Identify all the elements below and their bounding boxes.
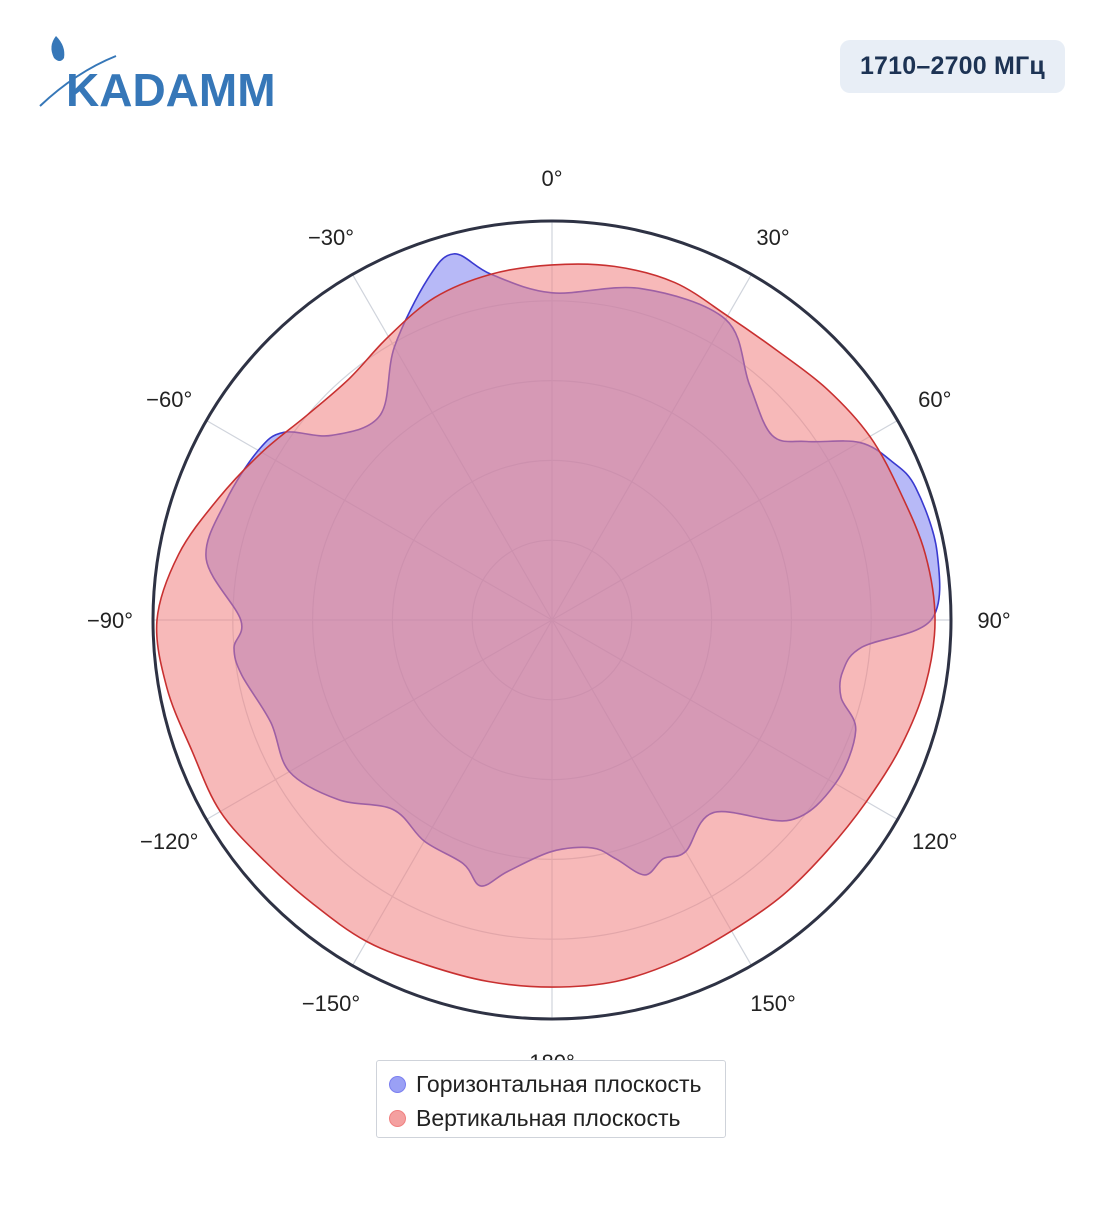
logo-wordmark: KADAMM [66,64,276,114]
legend-item-vertical[interactable]: Вертикальная плоскость [389,1101,725,1135]
legend-swatch-horizontal [389,1075,406,1093]
legend-swatch-vertical [389,1109,406,1127]
angular-tick-label: 0° [541,166,562,191]
legend-label-horizontal: Горизонтальная плоскость [416,1070,702,1097]
angular-tick-label: −60° [146,387,192,412]
angular-tick-label: −150° [302,991,360,1016]
series-vertical-area[interactable] [155,263,936,988]
polar-axis [151,219,953,1021]
legend-item-horizontal[interactable]: Горизонтальная плоскость [389,1067,725,1101]
polar-outer-ring [151,219,953,1021]
angular-tick-label: −120° [140,829,198,854]
angular-tick-label: −30° [308,225,354,250]
angular-tick-label: 60° [918,387,951,412]
logo-drop-icon [51,36,65,61]
angular-tick-label: 120° [912,829,958,854]
angular-tick-labels: 0°30°60°90°120°150°180°−150°−120°−90°−60… [87,166,1011,1075]
angular-tick-label: 150° [750,991,796,1016]
chart-legend: Горизонтальная плоскость Вертикальная пл… [376,1060,726,1138]
angular-tick-label: 90° [977,608,1010,633]
logo-swoosh [39,55,117,107]
kadamm-logo: KADAMM [39,36,276,114]
angular-tick-label: −90° [87,608,133,633]
frequency-badge: 1710–2700 МГц [839,40,1065,93]
angular-tick-label: 30° [756,225,789,250]
legend-label-vertical: Вертикальная плоскость [416,1104,681,1131]
polar-series [155,253,941,988]
